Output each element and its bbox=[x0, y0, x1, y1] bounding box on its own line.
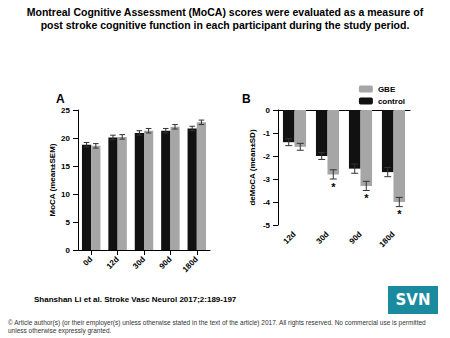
html-text:© Article author(s) (or their: © Article author(s) (or their employer(s… bbox=[8, 319, 426, 334]
svg-text:*: * bbox=[364, 192, 369, 204]
svg-text:*: * bbox=[397, 208, 402, 220]
svg-text:5: 5 bbox=[66, 218, 71, 227]
svg-text:MoCA (mean±SEM): MoCA (mean±SEM) bbox=[48, 143, 57, 216]
svg-text:deMoCA (mean±SD): deMoCA (mean±SD) bbox=[248, 129, 257, 205]
html-text:A: A bbox=[56, 92, 65, 106]
svg-text:20: 20 bbox=[61, 134, 70, 143]
svg-text:0d: 0d bbox=[81, 255, 94, 268]
svg-text:30d: 30d bbox=[315, 230, 331, 246]
svg-text:12d: 12d bbox=[105, 255, 121, 271]
svg-text:0: 0 bbox=[66, 246, 71, 255]
svg-text:control: control bbox=[378, 97, 405, 106]
svg-text:30d: 30d bbox=[131, 255, 147, 271]
svg-text:-4: -4 bbox=[263, 198, 271, 207]
svg-text:-5: -5 bbox=[263, 221, 271, 230]
svg-text:0: 0 bbox=[266, 106, 271, 115]
svg-text:-2: -2 bbox=[263, 152, 271, 161]
svg-text:10: 10 bbox=[61, 190, 70, 199]
svg-text:90d: 90d bbox=[157, 255, 173, 271]
html-text:B: B bbox=[242, 92, 251, 106]
svg-text:-3: -3 bbox=[263, 175, 271, 184]
svg-text:180d: 180d bbox=[181, 255, 200, 274]
svg-text:90d: 90d bbox=[348, 230, 364, 246]
svg-text:12d: 12d bbox=[282, 230, 298, 246]
svg-text:180d: 180d bbox=[377, 230, 396, 249]
html-text:Montreal Cognitive Assessment: Montreal Cognitive Assessment (MoCA) sco… bbox=[26, 6, 424, 31]
svg-text:GBE: GBE bbox=[378, 85, 396, 94]
svg-text:15: 15 bbox=[61, 162, 70, 171]
html-text:SVN: SVN bbox=[395, 291, 431, 309]
svg-text:-1: -1 bbox=[263, 129, 271, 138]
html-text:Shanshan Li et al. Stroke Vasc: Shanshan Li et al. Stroke Vasc Neurol 20… bbox=[34, 295, 237, 304]
svg-text:25: 25 bbox=[61, 106, 70, 115]
svg-text:*: * bbox=[331, 181, 336, 193]
